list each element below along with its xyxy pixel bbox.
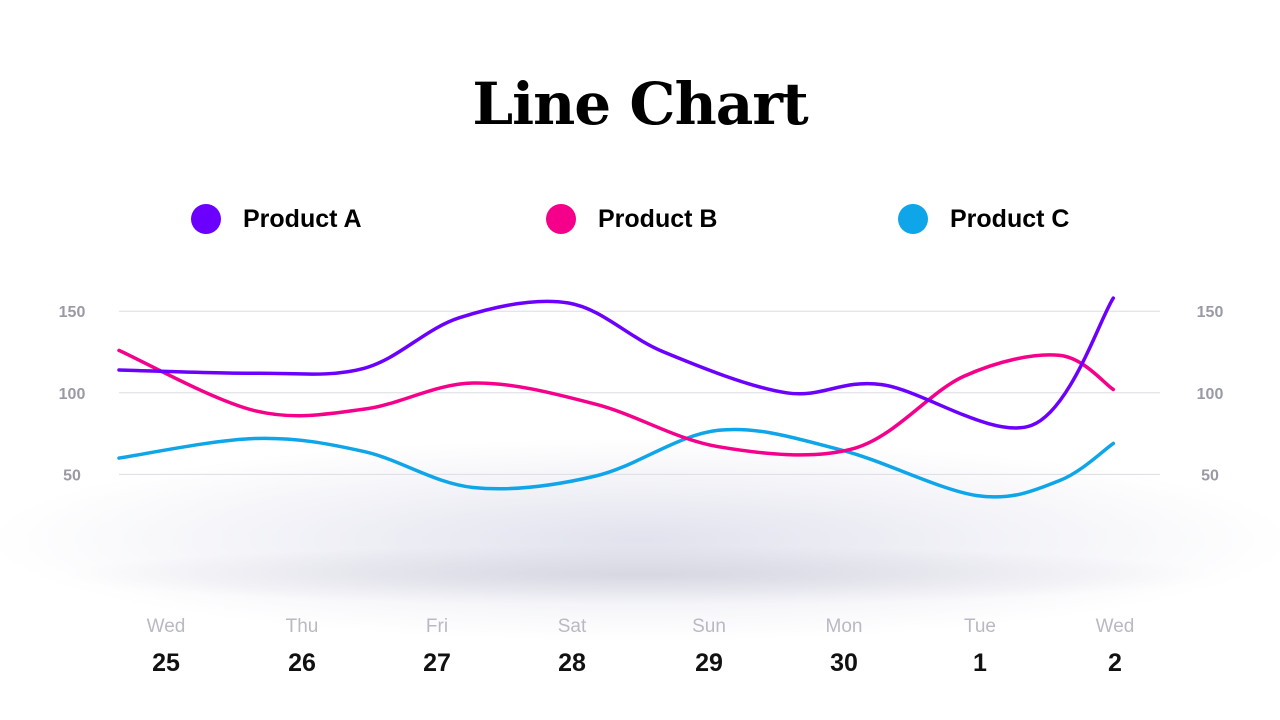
legend-dot-product-a	[191, 204, 221, 234]
chart-shadow-core	[60, 545, 1220, 605]
x-tick-day: Mon	[825, 616, 863, 637]
x-tick-date: 29	[695, 649, 723, 677]
x-tick: Wed 25	[126, 615, 206, 677]
x-tick: Sun 29	[669, 615, 749, 677]
y-tick-left-150: 150	[59, 304, 86, 321]
chart-title: Line Chart	[472, 70, 808, 138]
y-tick-right-50: 50	[1201, 467, 1219, 484]
x-tick: Sat 28	[532, 615, 612, 677]
x-tick: Mon 30	[804, 615, 884, 677]
series-line-product-c	[117, 427, 1116, 499]
x-tick-date: 30	[830, 649, 858, 677]
legend-dot-product-b	[546, 204, 576, 234]
x-tick-date: 1	[973, 649, 987, 677]
x-tick-date: 25	[152, 649, 180, 677]
x-tick-day: Tue	[963, 616, 997, 637]
x-tick-day: Sun	[692, 616, 726, 637]
legend-label-product-c: Product C	[950, 204, 1070, 233]
x-tick: Thu 26	[262, 615, 342, 677]
x-tick-date: 28	[558, 649, 586, 677]
series-line-product-b	[117, 348, 1116, 457]
y-tick-left-100: 100	[59, 386, 86, 403]
y-tick-right-100: 100	[1197, 386, 1224, 403]
y-tick-left-50: 50	[63, 467, 81, 484]
x-tick: Tue 1	[940, 615, 1020, 677]
legend-item-product-c: Product C	[898, 201, 1069, 237]
series-line-product-a	[117, 296, 1116, 430]
chart-shadow	[0, 440, 1280, 640]
x-tick-date: 26	[288, 649, 316, 677]
x-tick-day: Fri	[425, 616, 449, 637]
x-tick-day: Wed	[1095, 616, 1135, 637]
x-tick-date: 27	[423, 649, 451, 677]
legend-item-product-b: Product B	[546, 201, 717, 237]
x-tick-day: Thu	[285, 616, 319, 637]
x-tick-date: 2	[1108, 649, 1122, 677]
x-tick: Fri 27	[397, 615, 477, 677]
legend-label-product-a: Product A	[243, 204, 362, 233]
x-tick-day: Wed	[146, 616, 186, 637]
legend-item-product-a: Product A	[191, 201, 362, 237]
x-tick-day: Sat	[557, 616, 587, 637]
legend-label-product-b: Product B	[598, 204, 718, 233]
y-tick-right-150: 150	[1197, 304, 1224, 321]
legend-dot-product-c	[898, 204, 928, 234]
x-tick: Wed 2	[1075, 615, 1155, 677]
